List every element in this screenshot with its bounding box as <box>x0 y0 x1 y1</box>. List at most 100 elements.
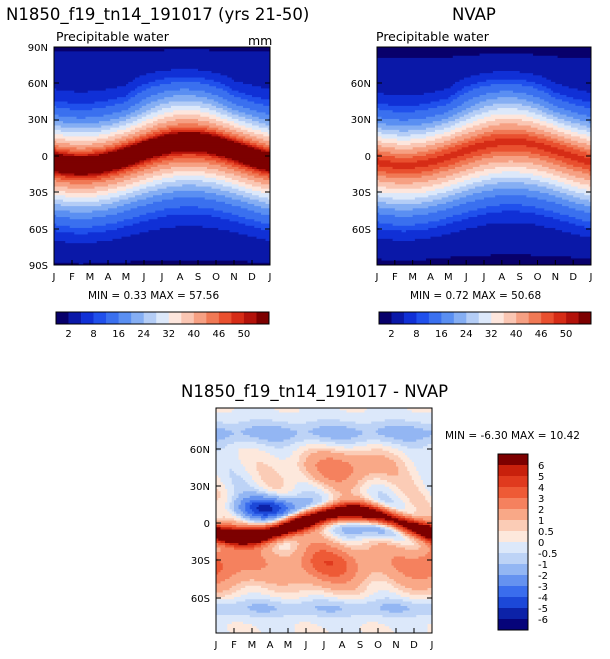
panel-difference-heatmap-cell <box>353 466 399 470</box>
panel-difference-heatmap-cell <box>227 495 233 499</box>
panel-difference-heatmap-cell <box>267 516 278 519</box>
panel-nvap-heatmap-cell <box>579 136 591 140</box>
panel-nvap-heatmap-cell <box>377 158 380 161</box>
panel-difference-heatmap-cell <box>344 531 363 535</box>
panel-nvap-heatmap-cell <box>586 114 591 118</box>
panel-difference-heatmap-cell <box>330 588 357 591</box>
colorbar-label: -6 <box>538 615 548 626</box>
panel-difference-heatmap-cell <box>414 482 424 486</box>
panel-nvap-heatmap-cell <box>541 110 554 113</box>
panel-nvap-heatmap-cell <box>555 97 574 100</box>
panel-model-heatmap-cell <box>211 92 231 96</box>
panel-difference-heatmap-cell <box>281 516 285 519</box>
panel-model-heatmap-cell <box>139 179 154 183</box>
panel-model-heatmap-cell <box>54 116 78 120</box>
panel-difference-heatmap-cell <box>405 534 411 537</box>
panel-difference-heatmap-cell <box>355 428 379 432</box>
panel-difference-heatmap-cell <box>369 583 393 587</box>
panel-nvap-heatmap-cell <box>537 184 556 188</box>
panel-difference-heatmap-cell <box>245 513 253 517</box>
panel-difference-heatmap-cell <box>369 473 388 477</box>
panel-difference-heatmap-cell <box>245 585 262 589</box>
panel-model-heatmap-cell <box>96 241 270 244</box>
panel-difference-heatmap-cell <box>405 502 413 506</box>
panel-model-heatmap-cell <box>139 140 143 144</box>
panel-model-heatmap-cell <box>126 84 143 87</box>
panel-model-heatmap-cell <box>54 153 64 157</box>
panel-nvap-heatmap-cell <box>377 99 441 103</box>
panel-difference-heatmap-cell <box>339 574 357 578</box>
panel-model-heatmap-cell <box>54 101 69 105</box>
panel-nvap-heatmap-cell <box>528 110 543 113</box>
panel-model-heatmap-cell <box>56 223 107 227</box>
panel-model-heatmap-cell <box>54 60 270 63</box>
panel-model-heatmap-cell <box>117 190 134 194</box>
panel-difference-heatmap-cell <box>272 509 280 513</box>
panel-difference-heatmap-cell <box>283 502 294 506</box>
panel-difference-heatmap-cell <box>425 536 432 540</box>
panel-nvap-heatmap-cell <box>439 99 454 103</box>
panel-nvap-heatmap-cell <box>377 201 387 205</box>
panel-model-heatmap-cell <box>229 136 237 140</box>
panel-difference-heatmap-cell <box>312 525 316 528</box>
panel-model-heatmap-cell <box>243 140 251 144</box>
panel-difference-heatmap-cell <box>396 484 417 488</box>
colorbar-swatch <box>193 312 207 324</box>
panel-difference-heatmap-cell <box>245 480 255 483</box>
panel-difference-heatmap-cell <box>227 626 258 630</box>
panel-nvap-heatmap-cell <box>557 138 572 142</box>
panel-model-heatmap-cell <box>126 127 136 131</box>
panel-difference-heatmap-cell <box>393 556 406 560</box>
panel-difference-heatmap-cell <box>301 558 312 562</box>
panel-nvap-heatmap-cell <box>377 153 383 157</box>
panel-nvap-heatmap-cell <box>392 238 416 242</box>
panel-model-heatmap-cell <box>121 145 127 148</box>
panel-difference-heatmap-cell <box>391 446 408 450</box>
panel-difference-heatmap-cell <box>380 606 408 609</box>
panel-difference-heatmap-cell <box>402 536 408 540</box>
panel-model-heatmap-cell <box>249 197 269 201</box>
panel-nvap-heatmap-cell <box>455 162 469 166</box>
panel-difference-heatmap-cell <box>382 520 388 524</box>
panel-model-heatmap-cell <box>153 195 226 199</box>
panel-difference-heatmap-cell <box>267 493 278 497</box>
panel-model-heatmap-cell <box>153 132 163 135</box>
panel-nvap-heatmap-cell <box>564 149 581 153</box>
colorbar-swatch <box>498 575 528 587</box>
panel-nvap-heatmap-cell <box>568 101 591 105</box>
panel-difference-heatmap-cell <box>380 527 386 531</box>
panel-nvap-heatmap-cell <box>546 199 570 203</box>
panel-nvap-heatmap-cell <box>377 60 591 63</box>
panel-model-heatmap-cell <box>209 116 222 120</box>
panel-difference-heatmap-cell <box>391 513 395 517</box>
panel-difference-heatmap-cell <box>315 552 334 555</box>
panel-nvap-heatmap-cell <box>524 182 550 185</box>
panel-difference-heatmap-cell <box>389 527 393 531</box>
panel-difference-heatmap-cell <box>414 538 420 542</box>
panel-difference-heatmap-cell <box>346 581 363 585</box>
panel-difference-heatmap-cell <box>247 606 276 609</box>
panel-difference-heatmap-cell <box>216 592 233 596</box>
panel-difference-heatmap-cell <box>234 504 240 508</box>
panel-model-heatmap-cell <box>128 108 141 111</box>
panel-nvap-heatmap-cell <box>430 101 452 105</box>
panel-nvap-heatmap-cell <box>488 110 530 113</box>
panel-model-heatmap-cell <box>254 219 270 222</box>
colorbar-label: 2 <box>65 329 71 340</box>
panel-nvap-heatmap-cell <box>541 75 591 79</box>
panel-difference-heatmap-cell <box>389 486 399 490</box>
panel-difference-heatmap-cell <box>427 628 432 632</box>
panel-model-heatmap-cell <box>164 49 210 52</box>
panel-model-heatmap-cell <box>261 86 270 90</box>
panel-difference-heatmap-cell <box>364 495 372 499</box>
panel-nvap-heatmap-cell <box>446 201 467 205</box>
panel-model-heatmap-cell <box>137 142 242 146</box>
panel-difference-heatmap-cell <box>270 543 278 546</box>
panel-nvap-heatmap-cell <box>457 105 472 109</box>
panel-model-heatmap-cell <box>101 125 120 129</box>
panel-nvap-heatmap-cell <box>586 151 591 155</box>
panel-difference-heatmap-cell <box>324 475 350 479</box>
panel-nvap-heatmap-cell <box>426 136 443 140</box>
panel-difference-heatmap-cell <box>362 430 377 434</box>
panel-difference-heatmap-cell <box>249 579 255 582</box>
